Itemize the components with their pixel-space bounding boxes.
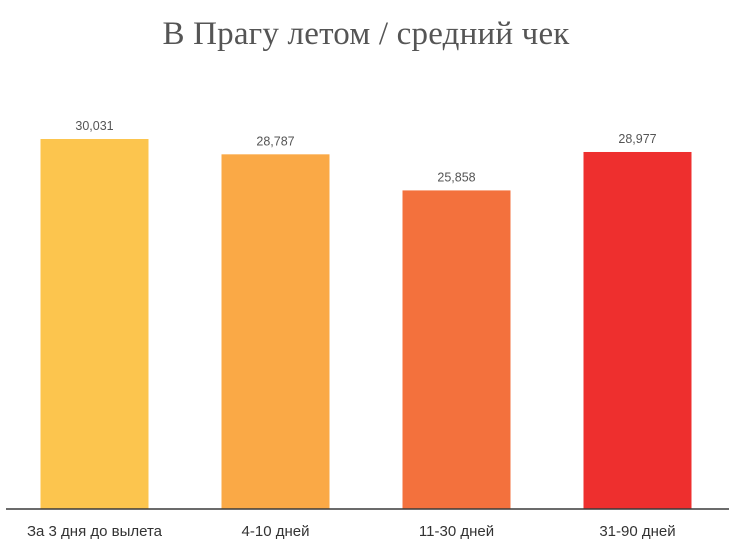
bar-value-label-3: 25,858 xyxy=(437,170,475,184)
category-label-4: 31-90 дней xyxy=(599,523,675,540)
labels-group: 30,031 За 3 дня до вылета 28,787 4-10 дней 2… xyxy=(27,119,676,540)
category-label-1: За 3 дня до вылета xyxy=(27,523,163,540)
bars-group xyxy=(40,139,692,510)
bar-value-label-1: 30,031 xyxy=(75,119,113,133)
bar-4 xyxy=(583,151,692,510)
bar-3 xyxy=(402,190,511,509)
category-label-2: 4-10 дней xyxy=(242,523,310,540)
chart-title: В Прагу летом / средний чек xyxy=(162,16,570,52)
bar-2 xyxy=(221,154,330,509)
category-label-3: 11-30 дней xyxy=(419,523,494,540)
bar-value-label-2: 28,787 xyxy=(256,134,294,148)
bar-1 xyxy=(40,139,149,509)
bar-value-label-4: 28,977 xyxy=(618,132,656,146)
